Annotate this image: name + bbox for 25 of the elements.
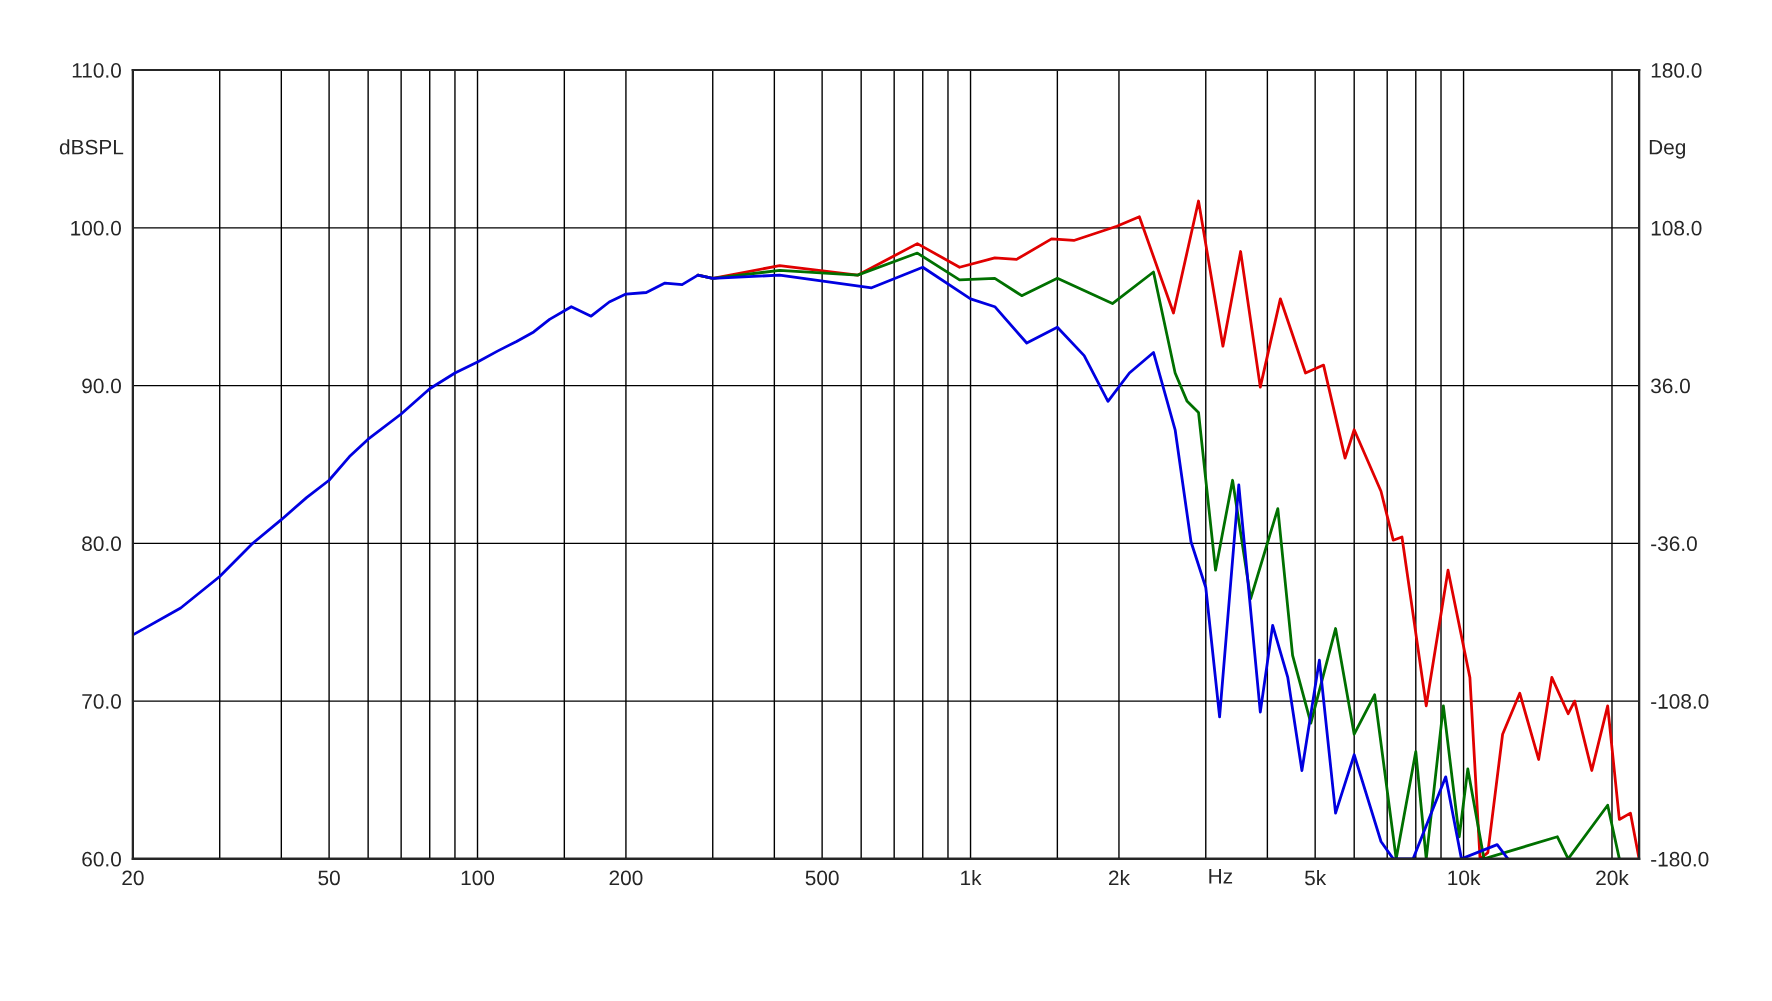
y2-tick-label: 108.0	[1651, 220, 1702, 236]
y2-axis-title: Deg	[1649, 140, 1686, 159]
y-tick-label: 70.0	[82, 694, 121, 709]
x-tick-label: 100	[461, 870, 495, 886]
x-tick-label: 20k	[1596, 869, 1629, 886]
y-tick-label: 60.0	[82, 851, 121, 867]
y-tick-label: 100.0	[71, 220, 121, 236]
x-tick-label: 20	[122, 870, 144, 886]
x-tick-label: 200	[609, 870, 643, 886]
x-tick-label: 500	[805, 870, 839, 886]
y-tick-label: 80.0	[82, 536, 121, 552]
y-tick-label: 90.0	[82, 378, 121, 394]
y2-tick-label: 36.0	[1651, 378, 1690, 394]
y2-tick-label: -108.0	[1651, 694, 1709, 709]
x-tick-label: 5k	[1304, 869, 1327, 886]
x-tick-label: 50	[318, 870, 340, 886]
x-axis-title: Hz	[1209, 869, 1233, 884]
x-tick-label: 1k	[961, 869, 982, 886]
x-tick-label: 2k	[1109, 869, 1130, 886]
y-tick-label: 110.0	[72, 63, 121, 78]
y-axis-title: dBSPL	[59, 139, 124, 155]
y2-tick-label: -36.0	[1651, 536, 1697, 552]
y2-tick-label: -180.0	[1651, 851, 1709, 867]
x-tick-label: 10k	[1448, 869, 1481, 886]
y2-tick-label: 180.0	[1651, 63, 1702, 78]
